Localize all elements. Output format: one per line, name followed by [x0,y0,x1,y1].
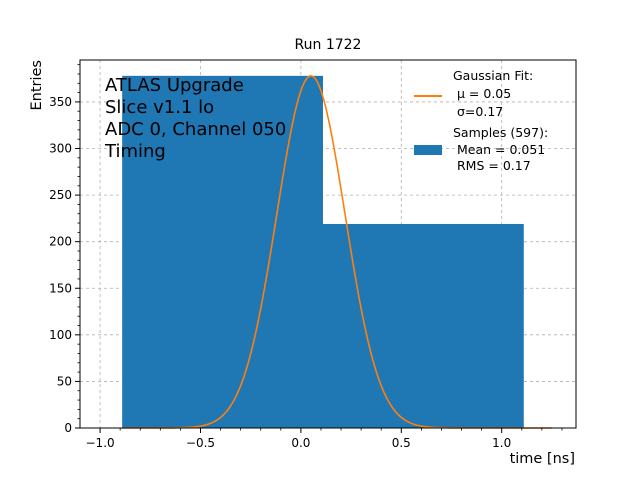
y-tick-label-7: 350 [49,95,72,109]
annotation-line-3: ADC 0, Channel 050 [105,119,286,140]
histogram-bar-0 [122,75,323,428]
y-tick-label-6: 300 [49,142,72,156]
histogram-bar-1 [322,223,524,428]
y-tick-label-1: 50 [57,374,72,388]
x-tick-label-3: 0.5 [392,436,411,450]
legend-samples-rms: RMS = 0.17 [457,158,531,173]
annotation-line-2: Slice v1.1 lo [105,97,214,118]
legend-samples-mean: Mean = 0.051 [457,142,545,157]
y-tick-label-5: 250 [49,188,72,202]
x-tick-label-1: −0.5 [186,436,215,450]
y-tick-label-3: 150 [49,281,72,295]
x-axis-label: time [ns] [510,451,575,467]
legend-samples-title: Samples (597): [453,125,548,140]
x-tick-label-2: 0.0 [291,436,310,450]
x-axis-ticks: −1.0 −0.5 0.0 0.5 1.0 [86,428,563,450]
legend-fit-mu: μ = 0.05 [457,86,511,101]
y-axis-label: Entries [29,60,45,111]
y-axis-ticks: 0 50 100 150 200 250 300 350 [49,64,80,435]
legend: Gaussian Fit: μ = 0.05 σ=0.17 Samples (5… [414,68,548,173]
x-tick-label-4: 1.0 [492,436,511,450]
annotation-block: ATLAS Upgrade Slice v1.1 lo ADC 0, Chann… [104,75,286,162]
legend-fit-title: Gaussian Fit: [453,68,533,83]
plot-frame [79,59,577,429]
legend-samples-swatch [414,145,442,155]
annotation-line-1: ATLAS Upgrade [105,75,244,96]
y-tick-label-2: 100 [49,328,72,342]
y-tick-label-4: 200 [49,235,72,249]
x-tick-label-0: −1.0 [86,436,115,450]
legend-fit-sigma: σ=0.17 [457,104,503,119]
y-tick-label-0: 0 [64,421,72,435]
annotation-line-4: Timing [104,141,166,162]
chart-title: Run 1722 [295,37,362,53]
histogram-bars [122,75,524,428]
